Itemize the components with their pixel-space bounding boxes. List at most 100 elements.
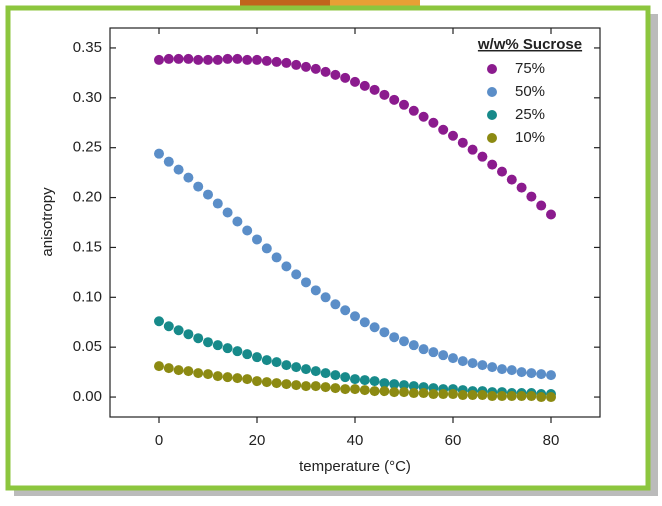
- x-tick-label: 20: [249, 432, 266, 449]
- data-point: [291, 59, 302, 70]
- data-point: [497, 364, 507, 375]
- data-point: [310, 366, 321, 377]
- legend-label: 75%: [515, 60, 545, 77]
- data-point: [154, 148, 164, 159]
- data-point: [546, 209, 556, 220]
- data-point: [506, 391, 517, 402]
- data-point: [173, 53, 184, 64]
- data-point: [340, 384, 351, 395]
- data-point: [242, 54, 253, 65]
- data-point: [301, 364, 311, 375]
- data-point: [154, 54, 164, 65]
- data-point: [408, 381, 419, 392]
- data-point: [359, 80, 370, 91]
- data-point: [261, 355, 272, 366]
- legend-label: 10%: [515, 129, 545, 146]
- data-point: [232, 53, 243, 64]
- data-point: [369, 386, 380, 397]
- data-point: [154, 361, 164, 372]
- data-point: [457, 356, 468, 367]
- data-point: [330, 69, 341, 80]
- data-point: [359, 375, 370, 386]
- data-point: [242, 374, 253, 385]
- data-point: [340, 305, 351, 316]
- legend-marker: [487, 87, 497, 97]
- data-point: [526, 191, 537, 202]
- data-point: [487, 159, 498, 170]
- data-point: [291, 362, 302, 373]
- data-point: [261, 377, 272, 388]
- data-point: [350, 76, 360, 87]
- data-point: [310, 285, 321, 296]
- data-point: [418, 388, 429, 399]
- data-point: [467, 358, 478, 369]
- data-point: [399, 99, 409, 110]
- data-point: [242, 225, 253, 236]
- y-tick-label: 0.15: [73, 238, 102, 255]
- data-point: [350, 384, 360, 395]
- data-point: [271, 56, 282, 67]
- data-point: [203, 337, 213, 348]
- data-point: [418, 111, 429, 122]
- data-point: [212, 340, 223, 351]
- data-point: [477, 151, 488, 162]
- data-point: [193, 368, 204, 379]
- data-point: [408, 340, 419, 351]
- data-point: [487, 362, 498, 373]
- data-point: [516, 391, 527, 402]
- data-point: [252, 352, 262, 363]
- data-point: [330, 383, 341, 394]
- data-point: [536, 200, 547, 211]
- legend-marker: [487, 133, 497, 143]
- data-point: [536, 369, 547, 380]
- data-point: [203, 189, 213, 200]
- data-point: [350, 374, 360, 385]
- data-point: [320, 382, 331, 393]
- photo-strip: [240, 0, 330, 10]
- legend-title: w/w% Sucrose: [477, 36, 582, 53]
- data-point: [183, 172, 194, 183]
- data-point: [379, 378, 390, 389]
- data-point: [350, 311, 360, 322]
- x-tick-label: 0: [155, 432, 163, 449]
- data-point: [320, 292, 331, 303]
- data-point: [448, 389, 458, 400]
- data-point: [438, 389, 449, 400]
- data-point: [330, 370, 341, 381]
- data-point: [389, 94, 400, 105]
- y-tick-label: 0.20: [73, 189, 102, 206]
- data-point: [320, 368, 331, 379]
- y-axis-label: anisotropy: [39, 187, 56, 257]
- data-point: [222, 372, 233, 383]
- data-point: [261, 243, 272, 254]
- data-point: [330, 299, 341, 310]
- data-point: [301, 61, 311, 72]
- data-point: [359, 317, 370, 328]
- data-point: [438, 124, 449, 135]
- data-point: [183, 53, 194, 64]
- y-tick-label: 0.05: [73, 338, 102, 355]
- data-point: [252, 54, 262, 65]
- data-point: [281, 360, 292, 371]
- data-point: [232, 216, 243, 227]
- data-point: [506, 174, 517, 185]
- data-point: [438, 350, 449, 361]
- data-point: [222, 53, 233, 64]
- data-point: [340, 372, 351, 383]
- data-point: [467, 390, 478, 401]
- data-point: [291, 269, 302, 280]
- data-point: [418, 344, 429, 355]
- data-point: [291, 380, 302, 391]
- photo-strip: [330, 0, 420, 10]
- data-point: [359, 385, 370, 396]
- x-axis-label: temperature (°C): [299, 458, 411, 475]
- data-point: [340, 72, 351, 83]
- data-point: [399, 387, 409, 398]
- data-point: [310, 381, 321, 392]
- data-point: [379, 386, 390, 397]
- x-tick-label: 60: [445, 432, 462, 449]
- data-point: [232, 346, 243, 357]
- data-point: [301, 277, 311, 288]
